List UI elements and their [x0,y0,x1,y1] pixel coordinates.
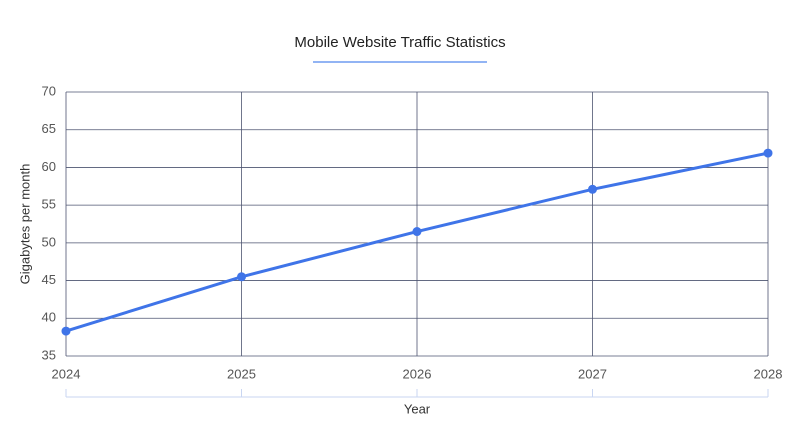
x-tick-label: 2024 [52,366,81,381]
data-point [237,272,246,282]
x-tick-label: 2026 [403,366,432,381]
data-point [412,227,422,237]
y-tick-label: 45 [42,272,56,287]
y-axis-label: Gigabytes per month [17,164,32,285]
y-tick-label: 60 [42,159,56,174]
x-tick-label: 2027 [578,366,607,381]
y-tick-label: 40 [42,310,56,325]
data-point [588,184,597,194]
data-point [763,148,773,158]
y-tick-label: 55 [42,197,56,212]
x-axis-label: Year [404,401,431,416]
y-tick-label: 65 [42,121,56,136]
y-tick-label: 50 [42,234,56,249]
y-tick-label: 35 [42,347,56,362]
x-tick-label: 2025 [227,366,256,381]
y-tick-label: 70 [42,83,56,98]
x-tick-label: 2028 [754,366,783,381]
chart-title: Mobile Website Traffic Statistics [294,34,505,51]
data-point [61,326,71,336]
